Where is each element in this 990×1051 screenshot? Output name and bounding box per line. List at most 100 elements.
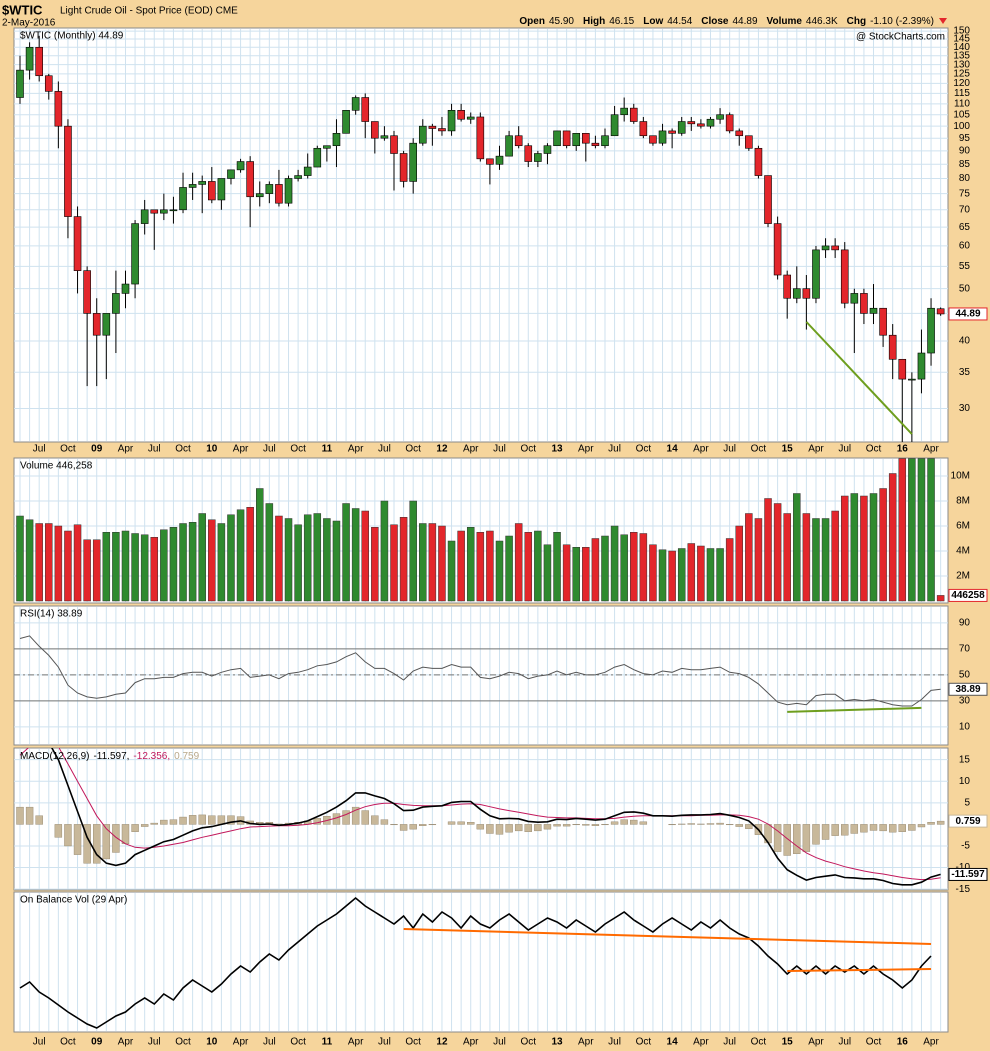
quote-label: Chg (847, 16, 866, 27)
panel-legend: On Balance Vol (29 Apr) (20, 895, 127, 906)
x-tick-label: Oct (290, 1037, 306, 1048)
candle-body (582, 133, 590, 144)
x-tick-label: 15 (782, 1037, 794, 1048)
x-tick-label: Oct (866, 444, 882, 455)
panel-legend: RSI(14) 38.89 (20, 609, 83, 620)
volume-bar (188, 522, 197, 602)
candle-body (936, 308, 945, 315)
x-tick-label: Jul (33, 1037, 46, 1048)
volume-bar (131, 533, 139, 602)
candle-body (495, 155, 504, 165)
histogram-bar (447, 821, 456, 825)
candle-body (73, 216, 82, 271)
trend-line (805, 321, 913, 435)
candle-body (514, 135, 523, 147)
histogram-bar (524, 824, 532, 832)
volume-bar (725, 538, 734, 602)
x-tick-label: Oct (636, 444, 652, 455)
histogram-bar (476, 824, 485, 830)
signal-line (19, 748, 941, 881)
x-tick-label: Apr (808, 444, 824, 455)
quote-label: Close (701, 16, 729, 27)
histogram-bar (25, 806, 34, 825)
histogram-bar (351, 806, 360, 825)
histogram-bar (716, 822, 724, 825)
volume-bar (169, 527, 178, 602)
histogram-bar (812, 824, 820, 845)
x-tick-label: 16 (897, 1037, 909, 1048)
histogram-bar (582, 824, 590, 826)
value-box (948, 867, 988, 881)
candle-body (236, 161, 245, 171)
histogram-bar (140, 824, 149, 827)
candle-body (869, 307, 878, 314)
volume-bar (256, 488, 264, 602)
histogram-bar (361, 810, 369, 825)
histogram-bar (457, 821, 465, 825)
candle-body (601, 135, 609, 147)
candle-body (323, 145, 331, 149)
volume-bar (380, 500, 389, 602)
panel (13, 605, 949, 746)
candle-body (35, 46, 43, 77)
histogram-bar (639, 821, 648, 825)
histogram-bar (908, 824, 916, 831)
x-tick-label: 16 (897, 444, 909, 455)
histogram-bar (131, 824, 139, 832)
trend-line (787, 706, 922, 713)
volume-bar (562, 544, 571, 602)
y-tick-label: 85 (959, 159, 971, 170)
histogram-bar (706, 823, 715, 825)
y-tick-label: 135 (953, 50, 970, 61)
x-tick-label: 09 (91, 1037, 103, 1048)
volume-bar (399, 517, 408, 602)
quote-label: Low (643, 16, 663, 27)
volume-bar (908, 458, 916, 602)
candle-body (735, 130, 744, 137)
histogram-bar (198, 814, 206, 825)
histogram-bar (16, 806, 24, 825)
volume-bar (457, 530, 465, 602)
y-tick-label: 35 (959, 367, 971, 378)
y-tick-label: 115 (954, 88, 970, 99)
histogram-bar (591, 824, 600, 826)
histogram-bar (160, 819, 168, 825)
volume-bar (649, 544, 657, 602)
volume-bar (936, 595, 945, 602)
volume-bar (495, 540, 504, 602)
indicator-line (19, 896, 932, 1029)
volume-bar (735, 525, 743, 602)
y-tick-label: 2M (956, 571, 970, 582)
x-tick-label: Oct (175, 1037, 191, 1048)
candle-body (255, 193, 264, 198)
x-tick-label: Oct (751, 444, 767, 455)
value-label: 446258 (951, 590, 985, 601)
candle-body (677, 121, 686, 134)
y-tick-label: 145 (953, 34, 970, 45)
candle-body (898, 358, 907, 380)
candle-body (140, 209, 149, 224)
histogram-bar (112, 824, 120, 853)
x-tick-label: Jul (723, 444, 736, 455)
histogram-bar (850, 824, 859, 834)
histogram-bar (64, 824, 72, 847)
x-tick-label: 11 (322, 1037, 333, 1048)
candle-body (294, 175, 302, 179)
candle-body (850, 293, 859, 304)
legend-part: MACD(12,26,9) (20, 751, 89, 762)
volume-bar (754, 518, 763, 602)
candle-body (275, 184, 283, 204)
histogram-bar (35, 815, 43, 825)
volume-bar (208, 519, 216, 602)
candle-body (303, 166, 312, 176)
histogram-bar (610, 821, 619, 825)
volume-bar (706, 548, 715, 602)
plot-area (16, 458, 945, 602)
volume-bar (409, 500, 417, 602)
quote-value: 44.89 (733, 16, 758, 27)
x-tick-label: Oct (175, 444, 191, 455)
candle-body (831, 245, 839, 251)
histogram-bar (467, 822, 475, 825)
candle-body (92, 313, 101, 336)
y-tick-label: 6M (956, 521, 970, 532)
